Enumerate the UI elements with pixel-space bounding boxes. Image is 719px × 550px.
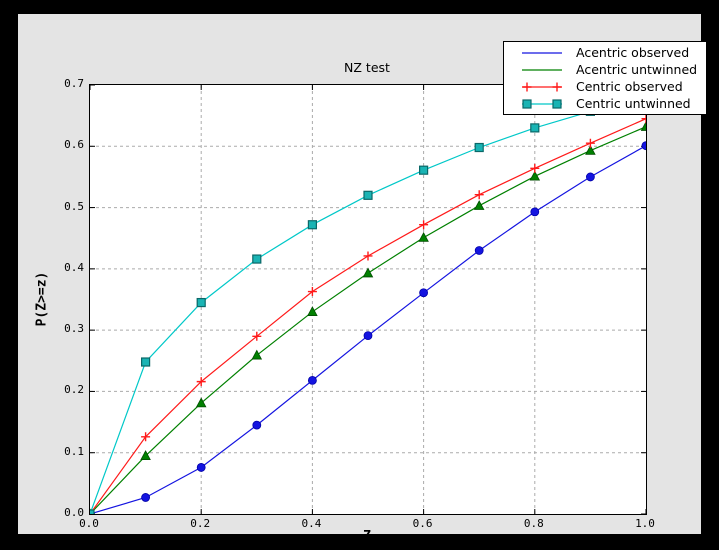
centric-untwinned-line [90,94,646,514]
chart-title: NZ test [344,60,390,75]
gridlines [90,85,646,514]
y-tick-label: 0.2 [64,383,84,397]
legend-item-label: Acentric untwinned [576,62,698,77]
legend-item-label: Acentric observed [576,45,690,60]
acentric-untwinned-markers [90,121,646,514]
x-tick-label: 0.6 [412,517,433,530]
centric-observed-line [90,118,646,514]
legend-item: Centric observed [504,78,706,95]
square-line-sample-icon [522,98,562,109]
x-tick-label: 1.0 [635,517,655,530]
x-axis-label: Z [363,529,371,544]
legend: Acentric observed Acentric untwinned Centr… [503,41,707,115]
figure-background: NZ test 0.0 0.1 0.2 0.3 0.4 0.5 0.6 0.7 0.0 0.2 0… [18,14,707,544]
y-tick-label: 0.0 [64,506,84,519]
acentric-observed-markers [90,141,646,514]
x-tick-label: 0.8 [523,517,544,530]
circle-line-sample-icon [522,51,562,54]
legend-item: Acentric observed [504,44,706,61]
acentric-untwinned-line [90,126,646,514]
legend-item: Acentric untwinned [504,61,706,78]
centric-observed-markers [90,114,646,514]
x-tick-label: 0.0 [79,517,99,530]
y-axis-label: P(Z>=z) [34,271,50,327]
plus-line-sample-icon [522,82,562,91]
y-tick-label: 0.5 [64,199,84,213]
y-tick-label: 0.4 [64,260,84,274]
triangle-line-sample-icon [522,68,562,71]
x-tick-label: 0.4 [301,517,322,530]
legend-item-label: Centric untwinned [576,96,691,111]
legend-item-label: Centric observed [576,79,683,94]
plot-area [89,84,647,515]
y-tick-label: 0.6 [64,138,84,152]
axis-ticks [90,85,646,514]
chart-svg [90,85,646,514]
y-tick-label: 0.7 [64,77,84,90]
centric-untwinned-markers [90,90,646,514]
x-tick-label: 0.2 [190,517,211,530]
legend-item: Centric untwinned [504,95,706,112]
y-tick-label: 0.1 [64,444,84,458]
y-tick-label: 0.3 [64,322,84,336]
